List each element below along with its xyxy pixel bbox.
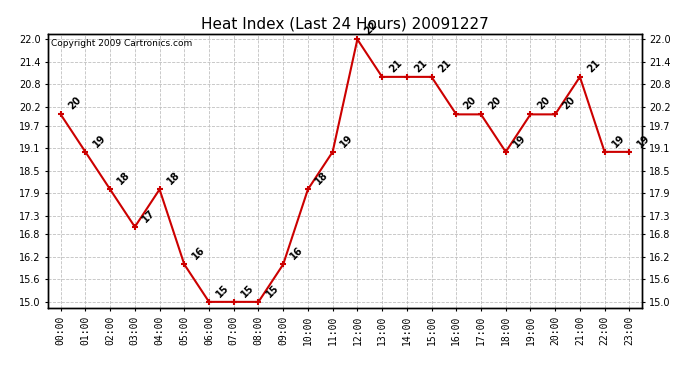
Text: 20: 20	[486, 95, 503, 112]
Text: 15: 15	[215, 282, 231, 299]
Text: 22: 22	[363, 20, 380, 37]
Text: 19: 19	[511, 132, 528, 149]
Text: 20: 20	[561, 95, 578, 112]
Text: 18: 18	[313, 170, 331, 187]
Text: 15: 15	[239, 282, 256, 299]
Text: Copyright 2009 Cartronics.com: Copyright 2009 Cartronics.com	[51, 39, 193, 48]
Title: Heat Index (Last 24 Hours) 20091227: Heat Index (Last 24 Hours) 20091227	[201, 16, 489, 31]
Text: 17: 17	[140, 207, 157, 224]
Text: 20: 20	[536, 95, 553, 112]
Text: 21: 21	[437, 57, 454, 74]
Text: 16: 16	[288, 245, 306, 262]
Text: 19: 19	[610, 132, 627, 149]
Text: 18: 18	[165, 170, 182, 187]
Text: 21: 21	[413, 57, 429, 74]
Text: 18: 18	[116, 170, 132, 187]
Text: 16: 16	[190, 245, 206, 262]
Text: 20: 20	[462, 95, 478, 112]
Text: 19: 19	[635, 132, 651, 149]
Text: 19: 19	[338, 132, 355, 149]
Text: 20: 20	[66, 95, 83, 112]
Text: 21: 21	[585, 57, 602, 74]
Text: 21: 21	[388, 57, 404, 74]
Text: 19: 19	[91, 132, 108, 149]
Text: 15: 15	[264, 282, 281, 299]
